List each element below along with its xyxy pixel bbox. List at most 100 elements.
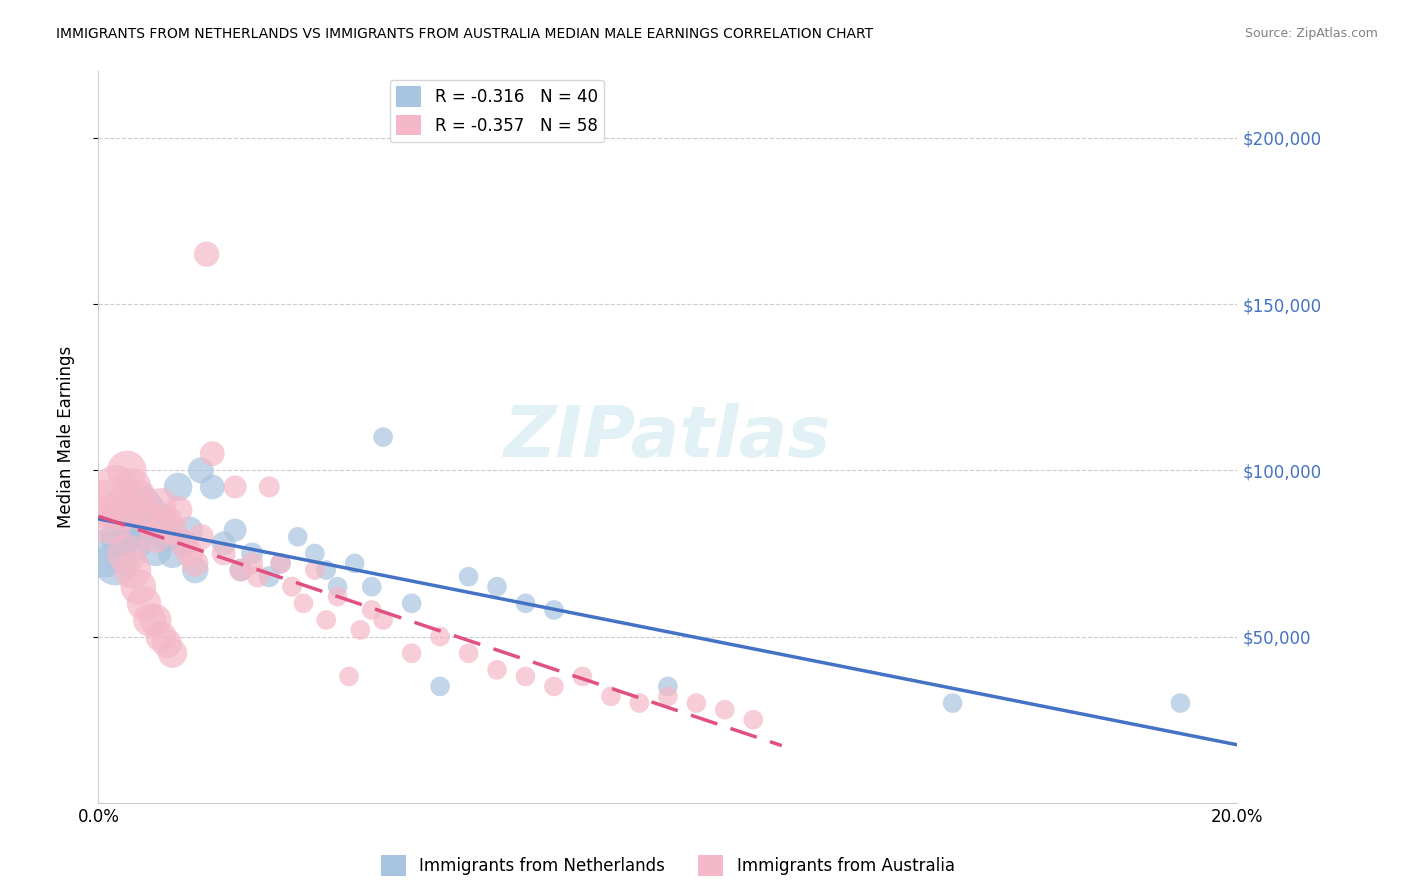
Point xyxy=(628,696,651,710)
Point xyxy=(145,613,167,627)
Point xyxy=(127,523,149,537)
Point xyxy=(246,570,269,584)
Point xyxy=(98,513,121,527)
Point xyxy=(121,563,143,577)
Point xyxy=(429,680,451,694)
Point xyxy=(195,247,218,261)
Point xyxy=(173,536,195,550)
Point xyxy=(179,523,201,537)
Point xyxy=(287,530,309,544)
Point xyxy=(360,580,382,594)
Point xyxy=(304,546,326,560)
Text: IMMIGRANTS FROM NETHERLANDS VS IMMIGRANTS FROM AUSTRALIA MEDIAN MALE EARNINGS CO: IMMIGRANTS FROM NETHERLANDS VS IMMIGRANT… xyxy=(56,27,873,41)
Point xyxy=(145,543,167,558)
Point xyxy=(156,513,179,527)
Point xyxy=(1170,696,1192,710)
Point xyxy=(201,447,224,461)
Point xyxy=(138,613,160,627)
Point xyxy=(212,536,235,550)
Point xyxy=(543,603,565,617)
Point xyxy=(184,563,207,577)
Point xyxy=(156,530,179,544)
Point xyxy=(337,669,360,683)
Point xyxy=(281,580,304,594)
Point xyxy=(104,557,127,571)
Point xyxy=(150,630,173,644)
Point xyxy=(259,570,281,584)
Point xyxy=(292,596,315,610)
Point xyxy=(115,513,138,527)
Point xyxy=(457,570,479,584)
Point xyxy=(942,696,965,710)
Point xyxy=(315,613,337,627)
Text: ZIPatlas: ZIPatlas xyxy=(505,402,831,472)
Point xyxy=(115,463,138,477)
Point xyxy=(190,530,212,544)
Text: Source: ZipAtlas.com: Source: ZipAtlas.com xyxy=(1244,27,1378,40)
Point xyxy=(349,623,371,637)
Point xyxy=(138,503,160,517)
Point xyxy=(162,646,184,660)
Point xyxy=(127,490,149,504)
Point xyxy=(132,497,155,511)
Point xyxy=(150,497,173,511)
Point xyxy=(259,480,281,494)
Point xyxy=(173,536,195,550)
Point xyxy=(110,503,132,517)
Point xyxy=(515,596,537,610)
Point xyxy=(486,663,509,677)
Point xyxy=(132,503,155,517)
Point xyxy=(127,580,149,594)
Point xyxy=(742,713,765,727)
Legend: Immigrants from Netherlands, Immigrants from Australia: Immigrants from Netherlands, Immigrants … xyxy=(374,848,962,882)
Point xyxy=(132,596,155,610)
Point xyxy=(184,557,207,571)
Point xyxy=(315,563,337,577)
Point xyxy=(401,596,423,610)
Point xyxy=(167,480,190,494)
Point xyxy=(150,513,173,527)
Point xyxy=(229,563,252,577)
Point xyxy=(240,557,263,571)
Point xyxy=(212,546,235,560)
Point xyxy=(600,690,623,704)
Y-axis label: Median Male Earnings: Median Male Earnings xyxy=(56,346,75,528)
Point xyxy=(657,690,679,704)
Point xyxy=(93,546,115,560)
Point xyxy=(162,546,184,560)
Point xyxy=(343,557,366,571)
Point xyxy=(224,480,246,494)
Point xyxy=(240,546,263,560)
Point xyxy=(571,669,593,683)
Point xyxy=(657,680,679,694)
Point xyxy=(515,669,537,683)
Point xyxy=(179,546,201,560)
Point xyxy=(162,523,184,537)
Point xyxy=(543,680,565,694)
Point xyxy=(110,530,132,544)
Point xyxy=(121,480,143,494)
Point xyxy=(304,563,326,577)
Point xyxy=(457,646,479,660)
Point xyxy=(326,580,349,594)
Point xyxy=(224,523,246,537)
Point xyxy=(93,497,115,511)
Point xyxy=(156,636,179,650)
Point xyxy=(145,530,167,544)
Point xyxy=(486,580,509,594)
Point xyxy=(401,646,423,660)
Point xyxy=(115,546,138,560)
Point xyxy=(373,613,395,627)
Point xyxy=(326,590,349,604)
Point xyxy=(270,557,292,571)
Point xyxy=(714,703,737,717)
Point xyxy=(360,603,382,617)
Point xyxy=(167,503,190,517)
Point xyxy=(138,513,160,527)
Point xyxy=(190,463,212,477)
Point xyxy=(104,480,127,494)
Point xyxy=(229,563,252,577)
Point xyxy=(429,630,451,644)
Point xyxy=(270,557,292,571)
Point xyxy=(373,430,395,444)
